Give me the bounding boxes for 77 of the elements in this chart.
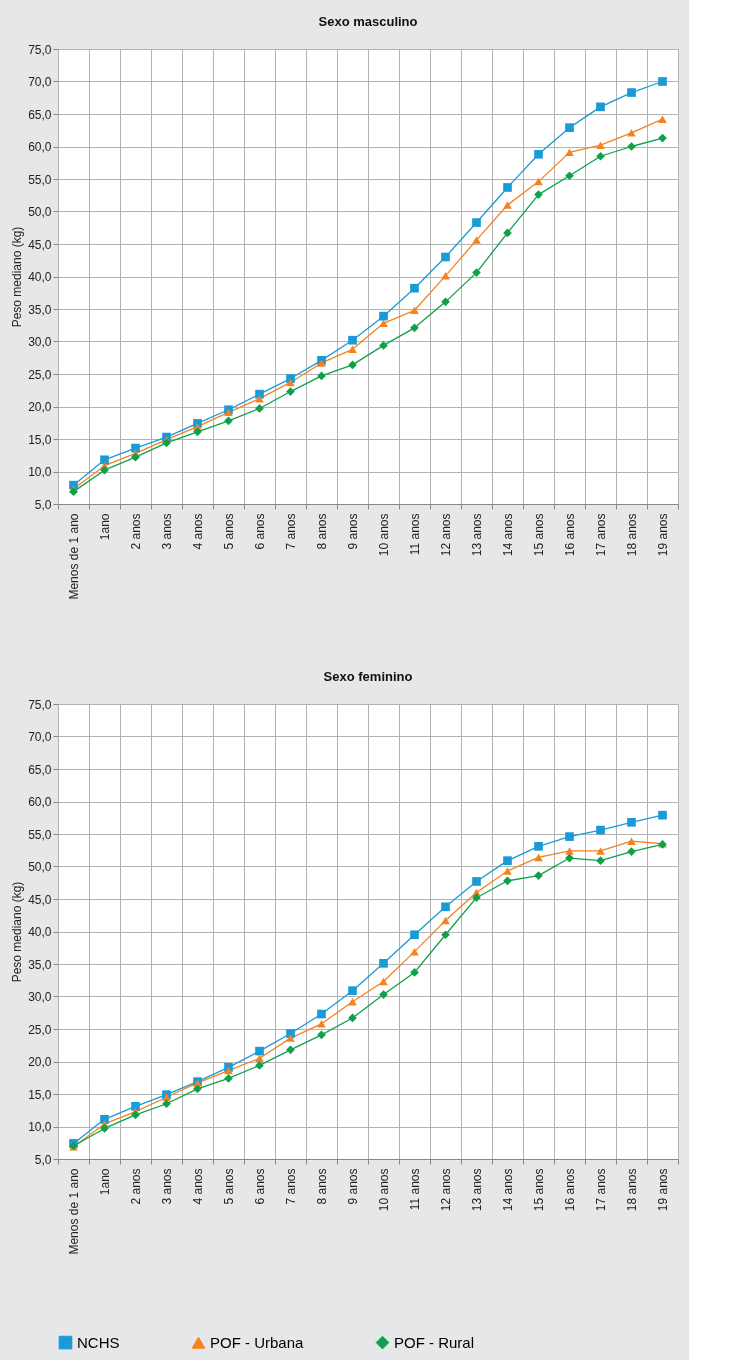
y-tick-label: 75,0: [28, 697, 52, 712]
x-tick-label: 6 anos: [253, 513, 267, 550]
y-tick-label: 50,0: [28, 205, 52, 219]
legend-label: POF - Rural: [394, 1333, 475, 1351]
y-tick-label: 45,0: [28, 892, 52, 907]
y-tick-label: 40,0: [28, 925, 52, 939]
x-tick-label: 9 anos: [346, 1168, 360, 1205]
x-tick-label: 16 anos: [563, 513, 577, 557]
y-tick-label: 40,0: [28, 270, 52, 284]
x-tick-label: 12 anos: [439, 1168, 453, 1212]
y-tick-label: 65,0: [28, 762, 52, 777]
x-tick-label: 2 anos: [129, 513, 143, 550]
x-tick-label: 2 anos: [129, 1168, 143, 1205]
y-tick-label: 70,0: [28, 730, 52, 744]
x-tick-label: 5 anos: [222, 513, 236, 550]
x-tick-label: 15 anos: [532, 513, 546, 557]
x-tick-label: 17 anos: [594, 513, 608, 557]
y-axis-title: Peso mediano (kg): [10, 881, 25, 983]
y-tick-label: 30,0: [28, 335, 52, 349]
y-tick-label: 5,0: [34, 1152, 52, 1167]
x-tick-label: 14 anos: [501, 513, 515, 557]
chart-title: Sexo masculino: [318, 14, 418, 29]
x-tick-label: 8 anos: [315, 513, 329, 550]
y-tick-label: 25,0: [28, 367, 52, 382]
x-tick-label: 17 anos: [594, 1168, 608, 1212]
y-tick-label: 50,0: [28, 860, 52, 874]
y-tick-label: 75,0: [28, 42, 52, 57]
x-tick-label: 18 anos: [625, 1168, 639, 1212]
x-tick-label: 5 anos: [222, 1168, 236, 1205]
x-tick-label: 18 anos: [625, 513, 639, 557]
y-tick-label: 55,0: [28, 172, 52, 187]
y-tick-label: 15,0: [28, 1087, 52, 1102]
x-tick-label: 4 anos: [191, 1168, 205, 1205]
x-tick-label: 11 anos: [408, 513, 422, 556]
x-tick-label: 7 anos: [284, 513, 298, 550]
x-tick-label: 6 anos: [253, 1168, 267, 1205]
legend-label: POF - Urbana: [210, 1333, 305, 1351]
y-tick-label: 60,0: [28, 140, 52, 154]
y-tick-label: 10,0: [28, 465, 52, 479]
y-tick-label: 20,0: [28, 400, 52, 414]
x-tick-label: 1ano: [98, 513, 112, 541]
x-tick-label: 10 anos: [377, 1168, 391, 1212]
x-tick-label: 19 anos: [656, 1168, 670, 1212]
y-tick-label: 25,0: [28, 1022, 52, 1037]
x-tick-label: 3 anos: [160, 1168, 174, 1205]
y-tick-label: 15,0: [28, 432, 52, 447]
y-axis-title: Peso mediano (kg): [10, 226, 25, 328]
x-tick-label: 9 anos: [346, 513, 360, 550]
x-tick-label: 11 anos: [408, 1168, 422, 1211]
x-tick-label: 10 anos: [377, 513, 391, 557]
x-tick-label: 19 anos: [656, 513, 670, 557]
x-tick-label: 13 anos: [470, 513, 484, 557]
x-tick-label: 1ano: [98, 1168, 112, 1196]
y-tick-label: 5,0: [34, 497, 52, 512]
y-tick-label: 35,0: [28, 957, 52, 972]
x-tick-label: 12 anos: [439, 513, 453, 557]
x-tick-label: 15 anos: [532, 1168, 546, 1212]
x-tick-label: 8 anos: [315, 1168, 329, 1205]
y-tick-label: 10,0: [28, 1120, 52, 1134]
y-tick-label: 45,0: [28, 237, 52, 252]
y-tick-label: 65,0: [28, 107, 52, 122]
x-tick-label: Menos de 1 ano: [67, 513, 81, 600]
x-tick-label: 14 anos: [501, 1168, 515, 1212]
chart-title: Sexo feminino: [323, 669, 413, 684]
y-tick-label: 60,0: [28, 795, 52, 809]
x-tick-label: 3 anos: [160, 513, 174, 550]
legend-label: NCHS: [77, 1333, 120, 1351]
y-tick-label: 30,0: [28, 990, 52, 1004]
x-tick-label: Menos de 1 ano: [67, 1168, 81, 1255]
y-tick-label: 55,0: [28, 827, 52, 842]
y-tick-label: 35,0: [28, 302, 52, 317]
x-tick-label: 16 anos: [563, 1168, 577, 1212]
y-tick-label: 20,0: [28, 1055, 52, 1069]
y-tick-label: 70,0: [28, 75, 52, 89]
x-tick-label: 7 anos: [284, 1168, 298, 1205]
x-tick-label: 4 anos: [191, 513, 205, 550]
x-tick-label: 13 anos: [470, 1168, 484, 1212]
